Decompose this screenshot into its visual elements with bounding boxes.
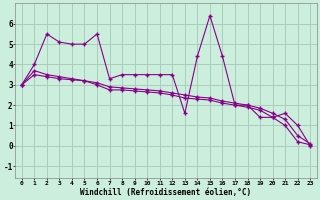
X-axis label: Windchill (Refroidissement éolien,°C): Windchill (Refroidissement éolien,°C) xyxy=(80,188,252,197)
